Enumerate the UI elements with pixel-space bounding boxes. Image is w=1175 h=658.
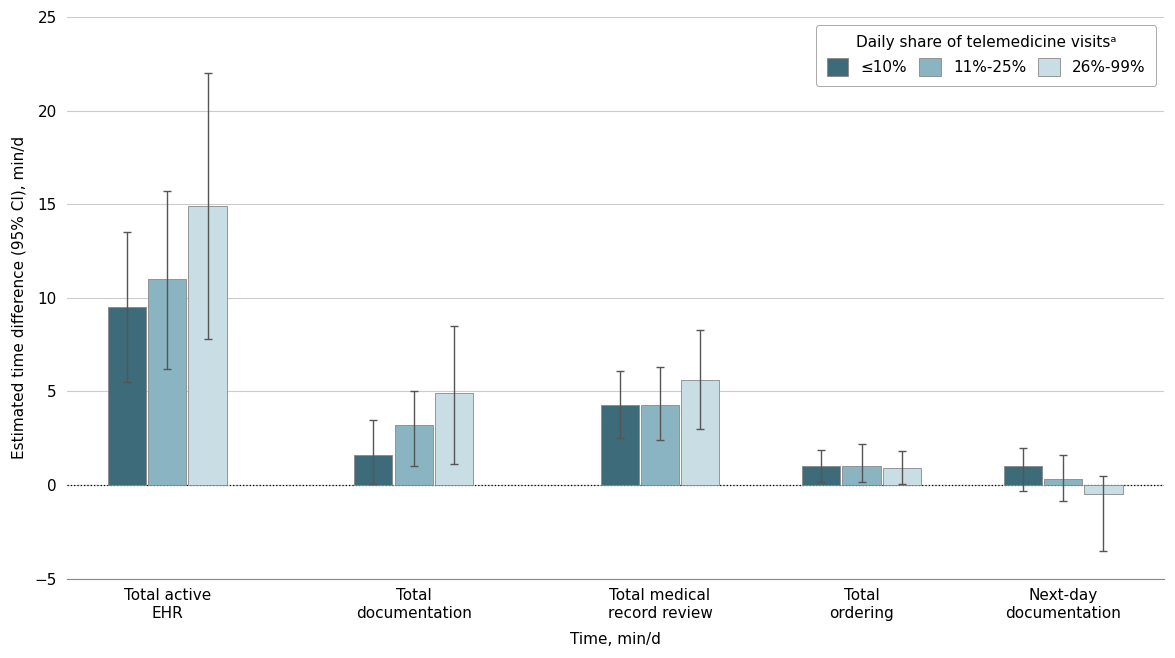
Bar — [842, 467, 881, 485]
Bar — [1003, 467, 1042, 485]
Bar — [354, 455, 392, 485]
Bar — [682, 380, 719, 485]
Legend: ≤10%, 11%-25%, 26%-99%: ≤10%, 11%-25%, 26%-99% — [817, 25, 1156, 86]
Bar — [108, 307, 146, 485]
Bar — [1043, 478, 1082, 485]
Bar — [882, 468, 921, 485]
Bar — [803, 467, 840, 485]
Bar — [640, 405, 679, 485]
X-axis label: Time, min/d: Time, min/d — [570, 632, 660, 647]
Y-axis label: Estimated time difference (95% CI), min/d: Estimated time difference (95% CI), min/… — [11, 136, 26, 459]
Bar — [435, 393, 474, 485]
Bar — [148, 279, 187, 485]
Bar — [188, 206, 227, 485]
Bar — [600, 405, 639, 485]
Bar — [1085, 485, 1122, 494]
Bar — [395, 425, 432, 485]
